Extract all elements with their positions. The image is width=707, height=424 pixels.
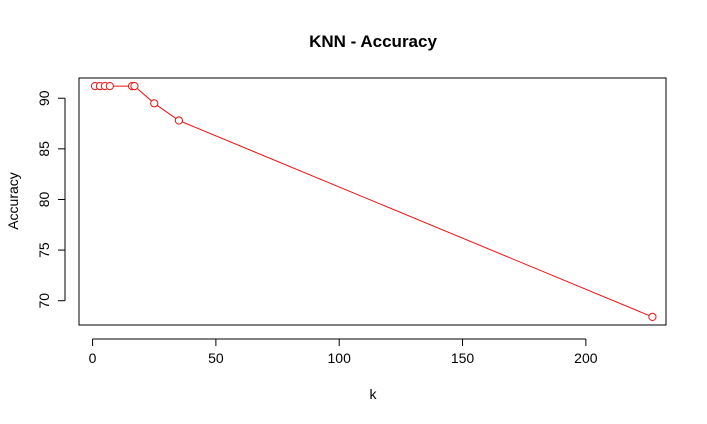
x-tick-label: 50 — [208, 350, 224, 366]
y-tick-label: 75 — [36, 242, 52, 258]
data-point — [648, 312, 657, 322]
y-tick-label: 85 — [36, 141, 52, 157]
plot-frame — [78, 77, 667, 326]
x-tick-label: 150 — [451, 350, 475, 366]
y-axis-label: Accuracy — [5, 172, 21, 230]
y-tick-label: 70 — [36, 293, 52, 309]
series-layer — [90, 81, 657, 322]
x-tick-label: 100 — [328, 350, 352, 366]
data-point — [150, 99, 159, 108]
data-point — [174, 116, 183, 125]
x-axis-label: k — [370, 386, 378, 402]
data-point — [130, 81, 139, 91]
x-tick-label: 0 — [89, 350, 97, 366]
data-point — [105, 81, 114, 91]
x-axis: 0 50 100 150 200 — [89, 338, 598, 366]
y-tick-label: 80 — [36, 191, 52, 207]
chart-title: KNN - Accuracy — [309, 32, 437, 51]
y-axis: 70 75 80 85 90 — [36, 90, 66, 309]
y-tick-label: 90 — [36, 90, 52, 106]
x-tick-label: 200 — [574, 350, 598, 366]
